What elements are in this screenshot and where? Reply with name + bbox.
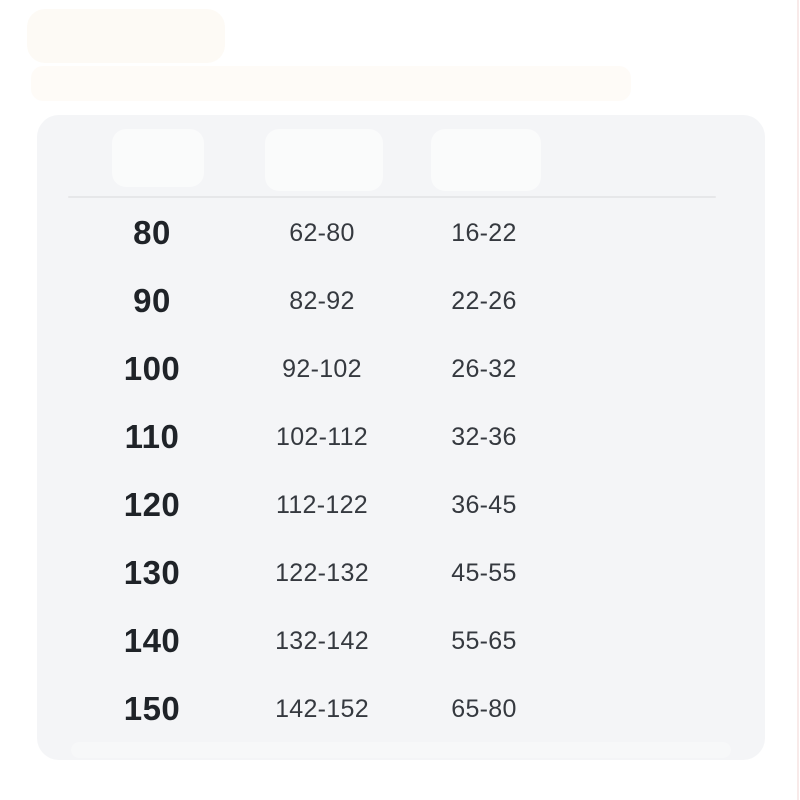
right-edge-accent-line: [797, 0, 799, 800]
table-row: 150 142-152 65-80: [37, 675, 765, 743]
size-cell: 130: [123, 554, 181, 591]
size-cell: 140: [123, 622, 181, 659]
header-divider: [68, 196, 716, 198]
weight-cell: 22-26: [451, 286, 517, 315]
height-cell: 82-92: [289, 286, 355, 315]
size-chart-rows: 80 62-80 16-22 90 82-92 22-26 100 92-102…: [37, 199, 765, 743]
weight-cell: 45-55: [451, 558, 517, 587]
size-cell: 110: [124, 418, 180, 455]
height-cell: 62-80: [289, 218, 355, 247]
size-chart-card: 80 62-80 16-22 90 82-92 22-26 100 92-102…: [37, 115, 765, 760]
height-cell: 142-152: [275, 694, 369, 723]
table-row: 80 62-80 16-22: [37, 199, 765, 267]
table-row: 100 92-102 26-32: [37, 335, 765, 403]
size-cell: 100: [123, 350, 181, 387]
size-cell: 150: [123, 690, 181, 727]
faded-content-blob: [27, 9, 225, 63]
table-row: 140 132-142 55-65: [37, 607, 765, 675]
height-cell: 132-142: [275, 626, 369, 655]
height-cell: 112-122: [276, 490, 368, 519]
faded-header-label-3: [431, 129, 541, 191]
table-row: 120 112-122 36-45: [37, 471, 765, 539]
weight-cell: 32-36: [451, 422, 517, 451]
height-cell: 92-102: [282, 354, 362, 383]
faded-header-label-1: [112, 129, 204, 187]
weight-cell: 16-22: [451, 218, 517, 247]
size-cell: 80: [133, 214, 171, 251]
table-row: 90 82-92 22-26: [37, 267, 765, 335]
weight-cell: 65-80: [451, 694, 517, 723]
table-row: 110 102-112 32-36: [37, 403, 765, 471]
height-cell: 102-112: [276, 422, 368, 451]
weight-cell: 36-45: [451, 490, 517, 519]
weight-cell: 26-32: [451, 354, 517, 383]
card-bottom-sheen: [71, 742, 731, 758]
size-cell: 120: [123, 486, 181, 523]
height-cell: 122-132: [275, 558, 369, 587]
faded-header-label-2: [265, 129, 383, 191]
size-cell: 90: [133, 282, 171, 319]
table-row: 130 122-132 45-55: [37, 539, 765, 607]
faded-content-band: [31, 66, 631, 101]
weight-cell: 55-65: [451, 626, 517, 655]
